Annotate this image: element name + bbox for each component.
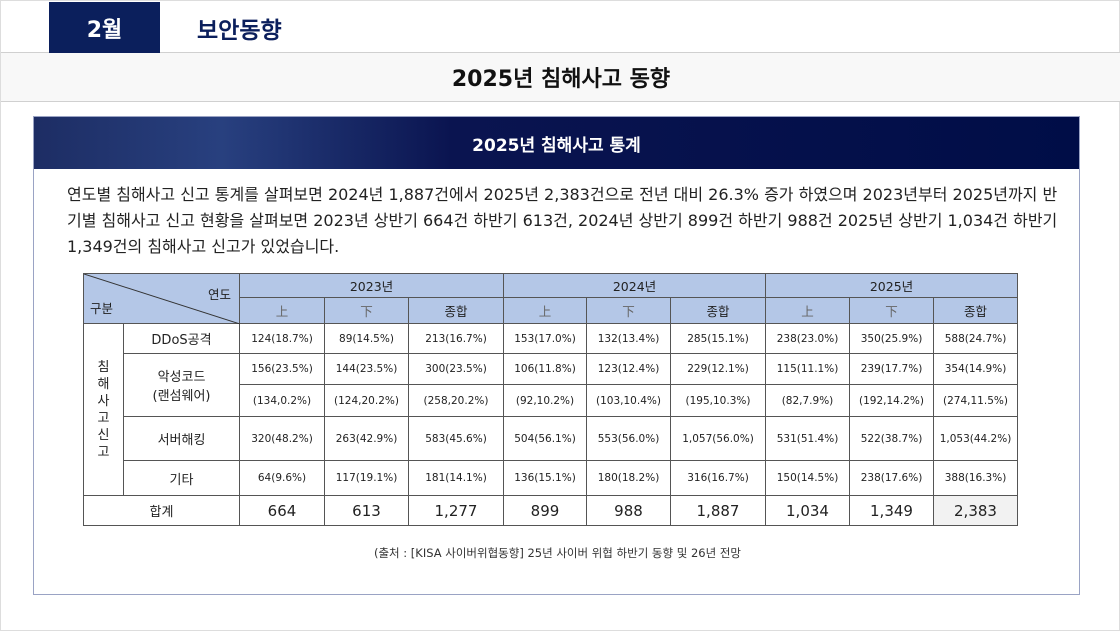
total-label: 합계 xyxy=(83,495,240,526)
table-cell: 181(14.1%) xyxy=(408,460,504,496)
table-cell: 300(23.5%) xyxy=(408,353,504,385)
group-label-char: 해 xyxy=(97,376,110,392)
period-header: 종합 xyxy=(408,297,504,324)
table-cell: 238(23.0%) xyxy=(765,323,850,354)
corner-header: 연도 구분 xyxy=(83,273,240,324)
period-header: 上 xyxy=(503,297,587,324)
table-cell: (195,10.3%) xyxy=(670,384,766,417)
table-cell: 320(48.2%) xyxy=(239,416,325,461)
table-cell: 117(19.1%) xyxy=(324,460,409,496)
total-cell: 1,277 xyxy=(408,495,504,526)
row-label: 악성코드 (랜섬웨어) xyxy=(123,353,240,417)
table-cell: (258,20.2%) xyxy=(408,384,504,417)
period-header: 종합 xyxy=(933,297,1018,324)
table-cell: (82,7.9%) xyxy=(765,384,850,417)
table-cell: 1,053(44.2%) xyxy=(933,416,1018,461)
table-cell: 354(14.9%) xyxy=(933,353,1018,385)
period-header: 下 xyxy=(849,297,934,324)
table-cell: 504(56.1%) xyxy=(503,416,587,461)
row-label-line: 악성코드 xyxy=(157,370,206,385)
table-cell: (192,14.2%) xyxy=(849,384,934,417)
period-header: 上 xyxy=(765,297,850,324)
period-header: 上 xyxy=(239,297,325,324)
group-label-char: 침 xyxy=(97,359,110,375)
table-cell: 1,057(56.0%) xyxy=(670,416,766,461)
table-cell: 238(17.6%) xyxy=(849,460,934,496)
table-cell: 583(45.6%) xyxy=(408,416,504,461)
table-cell: 588(24.7%) xyxy=(933,323,1018,354)
total-cell: 1,034 xyxy=(765,495,850,526)
page-title: 2025년 침해사고 동향 xyxy=(1,53,1120,102)
row-label: DDoS공격 xyxy=(123,323,240,354)
table-cell: 553(56.0%) xyxy=(586,416,671,461)
table-cell: (134,0.2%) xyxy=(239,384,325,417)
section-title: 보안동향 xyxy=(197,18,282,44)
source-note: (출처 : [KISA 사이버위협동향] 25년 사이버 위협 하반기 동향 및… xyxy=(373,546,742,560)
table-cell: (103,10.4%) xyxy=(586,384,671,417)
table-cell: 132(13.4%) xyxy=(586,323,671,354)
group-label-char: 신 xyxy=(97,427,110,443)
stats-panel: 2025년 침해사고 통계 연도별 침해사고 신고 통계를 살펴보면 2024년… xyxy=(33,116,1080,595)
total-cell: 613 xyxy=(324,495,409,526)
period-header: 종합 xyxy=(670,297,766,324)
row-label: 서버해킹 xyxy=(123,416,240,461)
table-cell: 285(15.1%) xyxy=(670,323,766,354)
table-cell: (124,20.2%) xyxy=(324,384,409,417)
row-label: 기타 xyxy=(123,460,240,496)
year-header: 2025년 xyxy=(765,273,1018,298)
corner-year: 연도 xyxy=(207,287,231,302)
panel-title: 2025년 침해사고 통계 xyxy=(34,117,1079,169)
top-bar: 2월 보안동향 xyxy=(1,1,1120,53)
table-cell: 263(42.9%) xyxy=(324,416,409,461)
table-cell: 531(51.4%) xyxy=(765,416,850,461)
year-header: 2024년 xyxy=(503,273,766,298)
table-cell: 64(9.6%) xyxy=(239,460,325,496)
year-header: 2023년 xyxy=(239,273,504,298)
table-cell: 388(16.3%) xyxy=(933,460,1018,496)
table-cell: 150(14.5%) xyxy=(765,460,850,496)
total-cell: 664 xyxy=(239,495,325,526)
total-cell: 988 xyxy=(586,495,671,526)
table-cell: 239(17.7%) xyxy=(849,353,934,385)
total-cell: 2,383 xyxy=(933,495,1018,526)
table-cell: 229(12.1%) xyxy=(670,353,766,385)
group-label-char: 고 xyxy=(97,444,110,460)
table-cell: 316(16.7%) xyxy=(670,460,766,496)
total-cell: 1,349 xyxy=(849,495,934,526)
table-cell: 350(25.9%) xyxy=(849,323,934,354)
group-label-char: 사 xyxy=(97,393,110,409)
table-cell: 115(11.1%) xyxy=(765,353,850,385)
total-cell: 1,887 xyxy=(670,495,766,526)
group-label-char: 고 xyxy=(97,410,110,426)
table-cell: 522(38.7%) xyxy=(849,416,934,461)
table-cell: 123(12.4%) xyxy=(586,353,671,385)
table-cell: 124(18.7%) xyxy=(239,323,325,354)
table-cell: 213(16.7%) xyxy=(408,323,504,354)
period-header: 下 xyxy=(586,297,671,324)
table-cell: 89(14.5%) xyxy=(324,323,409,354)
total-cell: 899 xyxy=(503,495,587,526)
corner-category: 구분 xyxy=(90,301,114,316)
table-cell: (274,11.5%) xyxy=(933,384,1018,417)
row-label-line: (랜섬웨어) xyxy=(152,389,211,404)
month-badge: 2월 xyxy=(49,2,160,53)
description: 연도별 침해사고 신고 통계를 살펴보면 2024년 1,887건에서 2025… xyxy=(67,185,1058,256)
table-cell: 153(17.0%) xyxy=(503,323,587,354)
table-cell: 136(15.1%) xyxy=(503,460,587,496)
table-cell: 156(23.5%) xyxy=(239,353,325,385)
table-cell: 180(18.2%) xyxy=(586,460,671,496)
period-header: 下 xyxy=(324,297,409,324)
table-cell: 144(23.5%) xyxy=(324,353,409,385)
table-cell: (92,10.2%) xyxy=(503,384,587,417)
table-cell: 106(11.8%) xyxy=(503,353,587,385)
